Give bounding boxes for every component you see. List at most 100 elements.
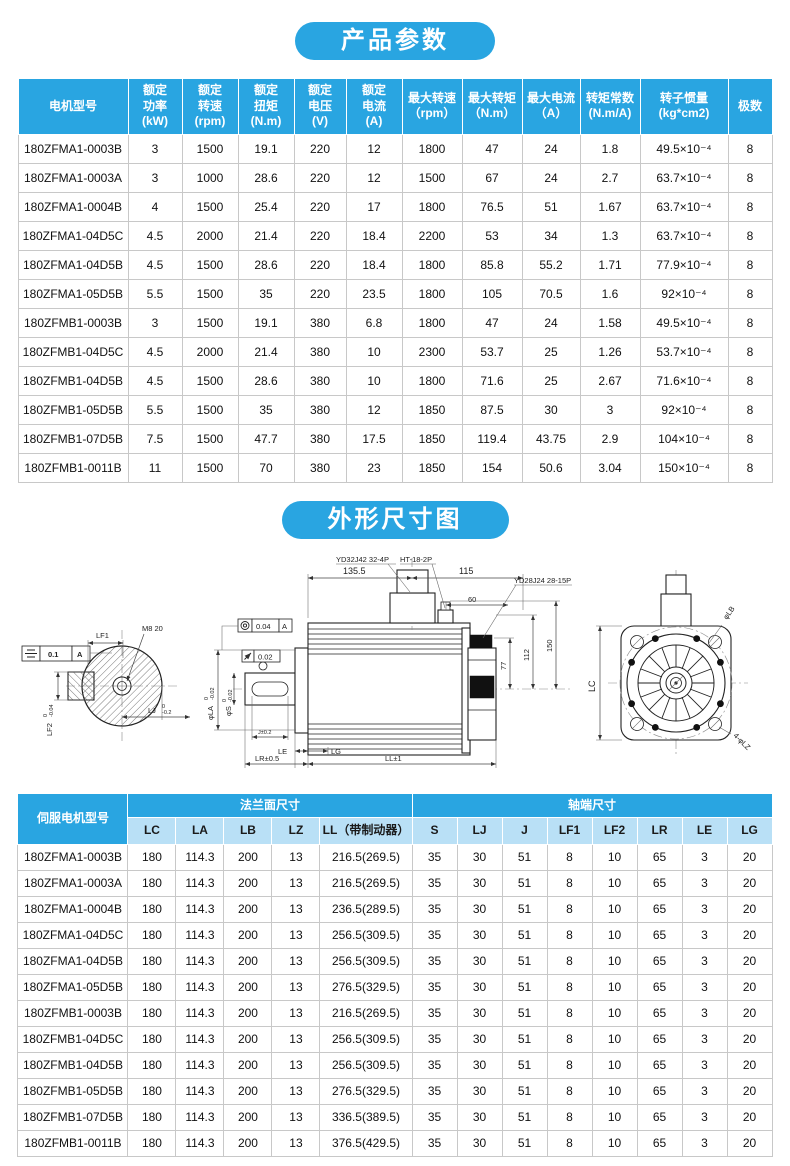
value-cell: 154 bbox=[461, 452, 523, 483]
column-header: 最大转矩 （N.m） bbox=[461, 78, 523, 135]
value-cell: 51 bbox=[501, 1103, 548, 1131]
value-cell: 13 bbox=[271, 895, 321, 923]
value-cell: 220 bbox=[293, 278, 347, 309]
model-cell: 180ZFMB1-07D5B bbox=[17, 1103, 129, 1131]
value-cell: 18.4 bbox=[345, 249, 403, 280]
value-cell: 200 bbox=[223, 843, 273, 871]
model-cell: 180ZFMA1-05D5B bbox=[17, 973, 129, 1001]
value-cell: 77.9×10⁻⁴ bbox=[639, 249, 729, 280]
dim-lf2-group: LF2 0 -0.04 bbox=[43, 704, 55, 736]
value-cell: 8 bbox=[727, 191, 773, 222]
svg-text:0: 0 bbox=[204, 697, 210, 700]
value-cell: 8 bbox=[546, 895, 593, 923]
dims-group-shaft: 轴端尺寸 bbox=[411, 792, 773, 819]
symmetry-icon bbox=[25, 649, 37, 658]
value-cell: 8 bbox=[727, 278, 773, 309]
value-cell: 1000 bbox=[181, 162, 239, 193]
value-cell: 13 bbox=[271, 947, 321, 975]
value-cell: 119.4 bbox=[461, 423, 523, 454]
value-cell: 35 bbox=[411, 1077, 458, 1105]
value-cell: 114.3 bbox=[175, 869, 225, 897]
value-cell: 10 bbox=[591, 895, 638, 923]
label-phi-lb-group: φLB bbox=[721, 604, 736, 621]
value-cell: 1500 bbox=[181, 394, 239, 425]
value-cell: 1.58 bbox=[579, 307, 641, 338]
value-cell: 51 bbox=[501, 947, 548, 975]
value-cell: 19.1 bbox=[237, 133, 295, 164]
column-header: LF1 bbox=[546, 817, 593, 845]
value-cell: 8 bbox=[727, 423, 773, 454]
value-cell: 20 bbox=[726, 843, 773, 871]
model-cell: 180ZFMA1-0003B bbox=[17, 843, 129, 871]
value-cell: 30 bbox=[456, 999, 503, 1027]
value-cell: 20 bbox=[726, 999, 773, 1027]
value-cell: 4.5 bbox=[127, 336, 183, 367]
runout-tolerance-frame: 0.04 A bbox=[221, 618, 293, 650]
value-cell: 49.5×10⁻⁴ bbox=[639, 307, 729, 338]
value-cell: 216.5(269.5) bbox=[319, 869, 413, 897]
model-cell: 180ZFMA1-04D5B bbox=[17, 947, 129, 975]
value-cell: 20 bbox=[726, 947, 773, 975]
value-cell: 51 bbox=[501, 1025, 548, 1053]
column-header: LZ bbox=[271, 817, 321, 845]
value-cell: 114.3 bbox=[175, 895, 225, 923]
value-cell: 51 bbox=[501, 843, 548, 871]
value-cell: 20 bbox=[726, 1129, 773, 1157]
value-cell: 51 bbox=[501, 999, 548, 1027]
value-cell: 65 bbox=[636, 947, 683, 975]
dims-sub-header-row: LC LA LB LZ LL（带制动器） S LJ J LF1 LF2 LR LE LG bbox=[18, 817, 773, 845]
value-cell: 1.67 bbox=[579, 191, 641, 222]
value-cell: 35 bbox=[411, 1103, 458, 1131]
table-row: 180ZFMA1-0003B 3 1500 19.1 220 12 1800 47 24 1.8 4… bbox=[17, 133, 773, 164]
value-cell: 13 bbox=[271, 973, 321, 1001]
value-cell: 180 bbox=[127, 999, 177, 1027]
model-cell: 180ZFMB1-04D5C bbox=[17, 336, 129, 367]
value-cell: 65 bbox=[636, 1103, 683, 1131]
value-cell: 2300 bbox=[401, 336, 463, 367]
value-cell: 8 bbox=[727, 249, 773, 280]
flange-end-view: LC bbox=[587, 569, 753, 754]
table-row: 180ZFMA1-05D5B 5.5 1500 35 220 23.5 1800 105 70.… bbox=[17, 278, 773, 309]
value-cell: 35 bbox=[411, 895, 458, 923]
value-cell: 20 bbox=[726, 1025, 773, 1053]
column-header: 额定 转速 (rpm) bbox=[181, 78, 239, 135]
value-cell: 35 bbox=[411, 973, 458, 1001]
value-cell: 114.3 bbox=[175, 973, 225, 1001]
value-cell: 21.4 bbox=[237, 220, 295, 251]
label-lz-group: 4-φLZ bbox=[732, 731, 753, 752]
value-cell: 180 bbox=[127, 1051, 177, 1079]
value-cell: 114.3 bbox=[175, 843, 225, 871]
value-cell: 1500 bbox=[181, 133, 239, 164]
value-cell: 3 bbox=[579, 394, 641, 425]
dim-lf2-lo: -0.04 bbox=[49, 704, 55, 717]
value-cell: 13 bbox=[271, 843, 321, 871]
value-cell: 71.6×10⁻⁴ bbox=[639, 365, 729, 396]
value-cell: 8 bbox=[546, 1103, 593, 1131]
bolt-dots bbox=[628, 634, 724, 731]
value-cell: 25 bbox=[521, 336, 581, 367]
section-title-product-params: 产品参数 bbox=[295, 22, 495, 60]
value-cell: 3 bbox=[681, 895, 728, 923]
dim-lf2-hi: 0 bbox=[43, 714, 49, 717]
column-header: J bbox=[501, 817, 548, 845]
value-cell: 3 bbox=[127, 162, 183, 193]
value-cell: 1850 bbox=[401, 452, 463, 483]
table-row: 180ZFMB1-0003B 3 1500 19.1 380 6.8 1800 47 24 1.5… bbox=[17, 307, 773, 338]
value-cell: 21.4 bbox=[237, 336, 295, 367]
value-cell: 35 bbox=[411, 1025, 458, 1053]
value-cell: 180 bbox=[127, 843, 177, 871]
value-cell: 10 bbox=[591, 999, 638, 1027]
value-cell: 1.3 bbox=[579, 220, 641, 251]
value-cell: 2.67 bbox=[579, 365, 641, 396]
value-cell: 28.6 bbox=[237, 365, 295, 396]
column-header: LR bbox=[636, 817, 683, 845]
value-cell: 114.3 bbox=[175, 1051, 225, 1079]
table-row: 180ZFMB1-05D5B 5.5 1500 35 380 12 1850 87.5 30 3 9… bbox=[17, 394, 773, 425]
value-cell: 8 bbox=[546, 843, 593, 871]
table-row: 180ZFMB1-04D5C 4.5 2000 21.4 380 10 2300 53.7 25… bbox=[17, 336, 773, 367]
column-header: 额定 扭矩 (N.m) bbox=[237, 78, 295, 135]
value-cell: 25.4 bbox=[237, 191, 295, 222]
label-brake-connector: HT-18-2P bbox=[400, 555, 432, 564]
value-cell: 276.5(329.5) bbox=[319, 1077, 413, 1105]
value-cell: 65 bbox=[636, 843, 683, 871]
